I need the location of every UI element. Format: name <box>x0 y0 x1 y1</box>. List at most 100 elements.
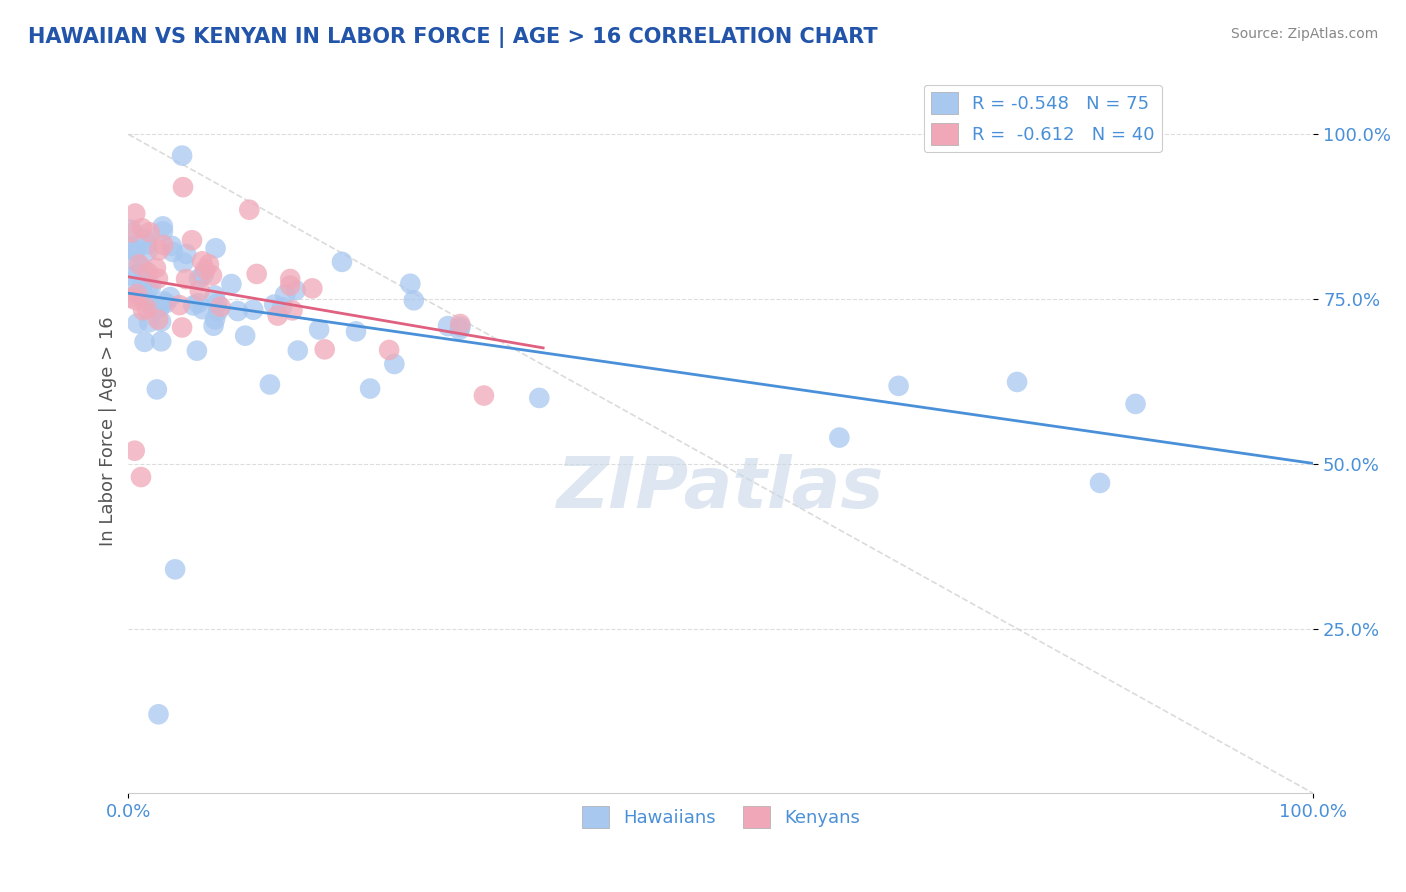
Kenyans <box>125 287 148 301</box>
Hawaiians <box>135 293 157 307</box>
Kenyans <box>135 301 157 316</box>
Hawaiians <box>122 280 145 294</box>
Kenyans <box>209 300 232 314</box>
Hawaiians <box>529 391 551 405</box>
Hawaiians <box>136 244 159 259</box>
Hawaiians <box>134 232 156 246</box>
Kenyans <box>146 271 169 285</box>
Hawaiians <box>242 302 264 317</box>
Hawaiians <box>226 304 249 318</box>
Kenyans <box>449 317 471 331</box>
Kenyans <box>246 267 269 281</box>
Hawaiians <box>174 247 197 261</box>
Hawaiians <box>205 296 228 310</box>
Kenyans <box>266 309 288 323</box>
Kenyans <box>194 262 217 277</box>
Kenyans <box>281 303 304 318</box>
Kenyans <box>472 388 495 402</box>
Hawaiians <box>1088 475 1111 490</box>
Kenyans <box>278 272 301 286</box>
Hawaiians <box>204 241 226 255</box>
Hawaiians <box>125 244 148 258</box>
Hawaiians <box>382 357 405 371</box>
Hawaiians <box>152 224 174 238</box>
Hawaiians <box>159 290 181 304</box>
Text: Source: ZipAtlas.com: Source: ZipAtlas.com <box>1230 27 1378 41</box>
Hawaiians <box>155 296 177 310</box>
Kenyans <box>201 268 224 283</box>
Kenyans <box>152 238 174 252</box>
Hawaiians <box>172 255 194 269</box>
Hawaiians <box>124 253 146 268</box>
Hawaiians <box>1125 397 1147 411</box>
Hawaiians <box>165 562 187 576</box>
Hawaiians <box>150 315 173 329</box>
Hawaiians <box>204 312 226 326</box>
Hawaiians <box>139 279 162 293</box>
Text: HAWAIIAN VS KENYAN IN LABOR FORCE | AGE > 16 CORRELATION CHART: HAWAIIAN VS KENYAN IN LABOR FORCE | AGE … <box>28 27 877 48</box>
Hawaiians <box>150 334 173 349</box>
Kenyans <box>124 293 146 307</box>
Hawaiians <box>138 315 160 329</box>
Kenyans <box>146 312 169 326</box>
Kenyans <box>138 225 160 239</box>
Hawaiians <box>132 261 155 276</box>
Hawaiians <box>127 316 149 330</box>
Kenyans <box>172 180 194 194</box>
Hawaiians <box>187 296 209 310</box>
Hawaiians <box>207 304 229 318</box>
Kenyans <box>301 281 323 295</box>
Hawaiians <box>121 269 143 284</box>
Hawaiians <box>136 282 159 296</box>
Hawaiians <box>449 323 471 337</box>
Kenyans <box>174 272 197 286</box>
Hawaiians <box>263 297 285 311</box>
Kenyans <box>118 291 141 305</box>
Hawaiians <box>402 293 425 308</box>
Hawaiians <box>146 383 169 397</box>
Kenyans <box>129 470 152 484</box>
Hawaiians <box>188 271 211 285</box>
Text: ZIPatlas: ZIPatlas <box>557 454 884 524</box>
Kenyans <box>124 443 146 458</box>
Hawaiians <box>450 319 472 334</box>
Hawaiians <box>330 255 353 269</box>
Kenyans <box>136 266 159 280</box>
Hawaiians <box>148 707 170 722</box>
Hawaiians <box>274 288 297 302</box>
Hawaiians <box>287 343 309 358</box>
Kenyans <box>188 284 211 298</box>
Hawaiians <box>828 431 851 445</box>
Kenyans <box>131 221 153 235</box>
Hawaiians <box>271 300 294 314</box>
Hawaiians <box>233 328 256 343</box>
Hawaiians <box>170 148 193 162</box>
Hawaiians <box>186 343 208 358</box>
Hawaiians <box>132 277 155 292</box>
Kenyans <box>172 320 194 334</box>
Hawaiians <box>160 239 183 253</box>
Hawaiians <box>181 298 204 312</box>
Hawaiians <box>152 219 174 234</box>
Hawaiians <box>127 267 149 281</box>
Hawaiians <box>344 325 367 339</box>
Kenyans <box>278 278 301 293</box>
Kenyans <box>124 206 146 220</box>
Hawaiians <box>122 244 145 258</box>
Hawaiians <box>437 319 460 334</box>
Hawaiians <box>149 301 172 315</box>
Kenyans <box>132 303 155 318</box>
Kenyans <box>169 298 191 312</box>
Hawaiians <box>153 294 176 309</box>
Hawaiians <box>284 283 307 297</box>
Hawaiians <box>129 285 152 299</box>
Kenyans <box>238 202 260 217</box>
Hawaiians <box>162 244 184 259</box>
Hawaiians <box>259 377 281 392</box>
Hawaiians <box>1005 375 1028 389</box>
Hawaiians <box>193 268 215 282</box>
Kenyans <box>198 257 221 271</box>
Hawaiians <box>399 277 422 291</box>
Hawaiians <box>134 334 156 349</box>
Kenyans <box>128 257 150 271</box>
